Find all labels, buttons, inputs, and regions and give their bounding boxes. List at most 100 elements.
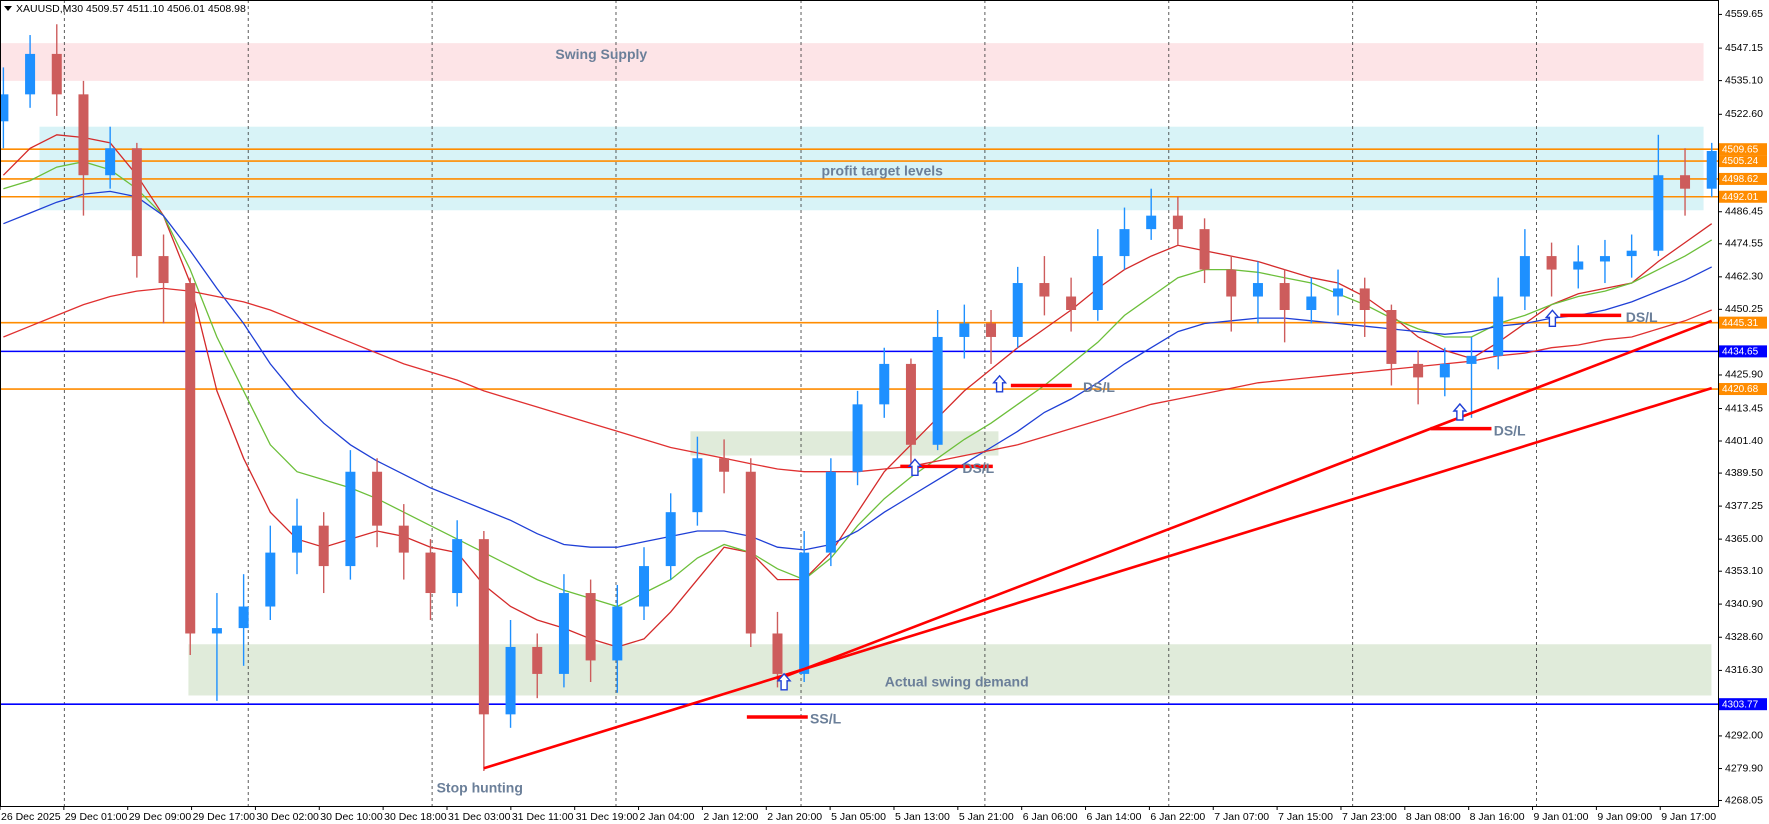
zone [0, 43, 1704, 81]
y-tick-label: 4535.10 [1725, 74, 1763, 86]
level-tag [1719, 190, 1767, 203]
x-tick-label: 7 Jan 15:00 [1278, 811, 1333, 823]
candle-body [692, 458, 703, 513]
y-tick-label: 4413.45 [1725, 402, 1763, 414]
x-tick-label: 5 Jan 05:00 [831, 811, 886, 823]
candle-body [1333, 288, 1344, 297]
candle-body [1279, 283, 1290, 310]
candle-body [478, 539, 489, 715]
y-tick-label: 4389.50 [1725, 467, 1763, 479]
stop-label: DS/L [962, 460, 994, 476]
x-tick-label: 31 Dec 19:00 [576, 811, 639, 823]
candle-body [1119, 229, 1130, 257]
x-tick-label: 7 Jan 07:00 [1214, 811, 1269, 823]
x-tick-label: 29 Dec 17:00 [193, 811, 256, 823]
level-tag [1719, 172, 1767, 185]
candle-body [505, 646, 516, 715]
y-tick-label: 4450.25 [1725, 303, 1763, 315]
level-tag [1719, 155, 1767, 168]
candle-body [1413, 363, 1424, 378]
y-tick-label: 4547.15 [1725, 42, 1763, 54]
candle-body [1706, 151, 1717, 189]
x-tick-label: 6 Jan 22:00 [1150, 811, 1205, 823]
x-tick-label: 6 Jan 06:00 [1023, 811, 1078, 823]
y-tick-label: 4268.05 [1725, 794, 1763, 806]
candle-body [292, 525, 303, 553]
level-label: 4509.65 [1722, 144, 1759, 155]
level-label: 4505.24 [1722, 156, 1759, 167]
candle-body [158, 256, 169, 284]
candle-body [799, 552, 810, 674]
x-tick-label: 30 Dec 02:00 [256, 811, 319, 823]
x-tick-label: 8 Jan 08:00 [1406, 811, 1461, 823]
y-tick-label: 4353.10 [1725, 565, 1763, 577]
stop-label: DS/L [1626, 309, 1658, 325]
level-label: 4445.31 [1722, 318, 1759, 329]
level-label: 4434.65 [1722, 347, 1759, 358]
zone [188, 644, 1712, 696]
trend-line [777, 319, 1713, 681]
candle-body [265, 552, 276, 607]
y-tick-label: 4486.45 [1725, 206, 1763, 218]
level-tag [1719, 345, 1767, 358]
candle-body [932, 336, 943, 445]
x-tick-label: 31 Dec 11:00 [512, 811, 574, 823]
candle-body [1226, 269, 1237, 297]
candle-body [1306, 296, 1317, 310]
period-separators [63, 0, 1537, 806]
candle-body [1546, 256, 1557, 270]
candle-body [986, 323, 997, 337]
candle-body [131, 148, 142, 257]
candle-body [1519, 256, 1530, 297]
x-tick-label: 29 Dec 09:00 [129, 811, 192, 823]
y-tick-label: 4279.90 [1725, 762, 1763, 774]
moving-average [3, 161, 1713, 608]
candle-body [398, 525, 409, 553]
y-tick-label: 4425.90 [1725, 369, 1763, 381]
signal-arrow [992, 374, 1008, 393]
candle-body [1199, 229, 1210, 270]
signal-arrow [1452, 402, 1468, 421]
x-tick-label: 9 Jan 01:00 [1534, 811, 1589, 823]
level-label: 4420.68 [1722, 384, 1759, 395]
candle-body [772, 633, 783, 674]
y-tick-label: 4316.30 [1725, 664, 1763, 676]
candle-body [318, 525, 329, 567]
signal-arrow [1544, 309, 1560, 328]
menu-triangle [4, 6, 12, 11]
x-tick-label: 2 Jan 20:00 [767, 811, 822, 823]
x-tick-label: 2 Jan 12:00 [703, 811, 758, 823]
candle-body [1066, 296, 1077, 310]
candle-body [1653, 175, 1664, 251]
candle-body [238, 606, 249, 629]
candles [0, 24, 1717, 771]
levels [0, 148, 1718, 705]
level-label: 4498.62 [1722, 174, 1759, 185]
candle-body [532, 646, 543, 674]
x-tick-label: 8 Jan 16:00 [1470, 811, 1525, 823]
stop-label: DS/L [1083, 379, 1115, 395]
candle-body [78, 94, 89, 176]
x-tick-label: 6 Jan 14:00 [1087, 811, 1142, 823]
candle-body [425, 552, 436, 594]
zone-label: Swing Supply [555, 46, 647, 62]
overlay: Swing Supply profit target levels Actual s… [437, 46, 1713, 796]
x-tick-label: 9 Jan 17:00 [1661, 811, 1716, 823]
y-tick-label: 4340.90 [1725, 598, 1763, 610]
moving-average [2, 134, 1713, 648]
candle-body [345, 471, 356, 567]
candle-body [959, 323, 970, 337]
candle-body [51, 53, 62, 95]
candle-body [1466, 355, 1477, 364]
candle-body [372, 471, 383, 526]
zones [0, 43, 1712, 696]
level-tag [1719, 316, 1767, 329]
y-tick-label: 4377.25 [1725, 500, 1763, 512]
candle-body [1386, 310, 1397, 364]
x-tick-label: 2 Jan 04:00 [640, 811, 695, 823]
candle-body [1599, 256, 1610, 262]
candle-body [558, 593, 569, 674]
candle-body [105, 148, 116, 176]
candle-body [585, 593, 596, 661]
